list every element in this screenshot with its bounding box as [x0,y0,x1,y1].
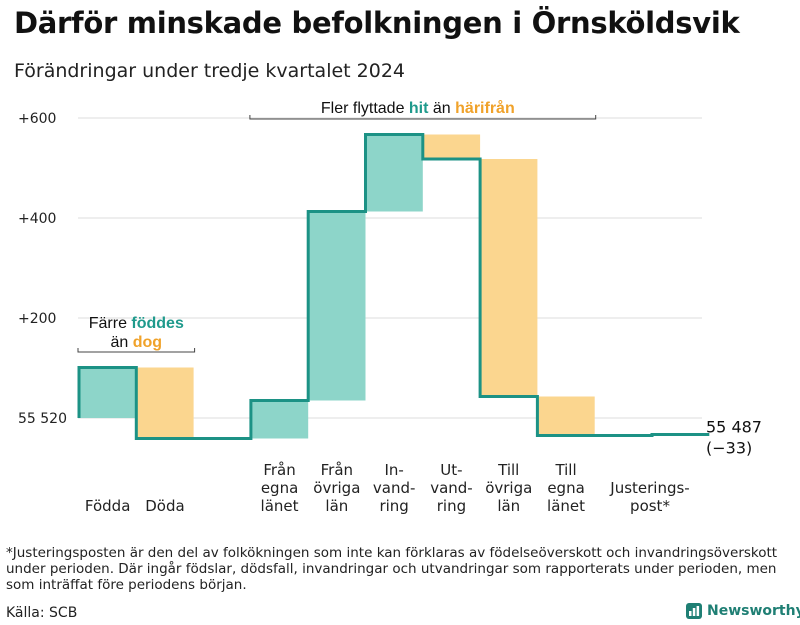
annotation-births-part-1-0: än [111,334,133,351]
x-tick-label-10-1: post* [630,497,670,515]
bar-6 [422,134,481,159]
x-tick-label-4-1: övriga [313,479,360,497]
x-tick-label-1-0: Döda [145,497,184,515]
x-tick-label-10-0: Justerings- [609,479,689,497]
x-tick-label-7-0: Till [497,461,519,479]
waterfall-step-line [77,133,710,440]
chart-title: Därför minskade befolkningen i Örnskölds… [14,6,740,40]
x-tick-label-5-0: In- [384,461,403,479]
x-tick-label-3-0: Från [263,461,295,479]
footnote: *Justeringsposten är den del av folkökni… [6,545,778,593]
x-tick-label-7-1: övriga [485,479,532,497]
chart-subtitle: Förändringar under tredje kvartalet 2024 [14,60,406,82]
end-value-label: 55 487 [706,418,762,437]
annotation-bracket-births [77,348,196,353]
annotation-migration-part-0-2: än [428,100,455,117]
x-tick-label-6-1: vand- [430,479,473,497]
end-change-label: (−33) [706,439,752,458]
x-tick-label-8-1: egna [547,479,584,497]
x-tick-label-5-1: vand- [373,479,416,497]
y-tick-label-0: 55 520 [18,411,67,427]
x-tick-label-3-1: egna [261,479,298,497]
annotation-births-line-0: Färre föddes [89,315,184,332]
x-tick-label-4-0: Från [321,461,353,479]
bar-0 [79,367,137,418]
y-tick-label-3: +600 [18,111,56,127]
bar-7 [480,159,538,397]
bar-chart-icon [686,603,702,619]
annotation-births-part-1-1: dog [133,334,162,351]
brand-name: Newsworthy [707,603,800,619]
x-tick-label-6-0: Ut- [440,461,462,479]
x-tick-label-0-0: Födda [85,497,131,515]
annotation-migration-part-0-3: härifrån [455,99,515,117]
annotation-migration-line-0: Fler flyttade hit än härifrån [321,99,515,117]
annotation-births-part-0-0: Färre [89,315,132,332]
x-tick-label-6-2: ring [437,497,466,515]
annotation-births-part-0-1: föddes [131,315,184,332]
y-tick-label-2: +400 [18,211,56,227]
annotation-births-line-1: än dog [111,334,163,351]
newsworthy-logo[interactable]: Newsworthy [686,603,800,619]
bar-4 [308,211,366,401]
waterfall-chart: 55 520 +200 +400 +600 55 487 (−33) Födda Döda Fr… [18,99,762,515]
y-tick-label-1: +200 [18,311,56,327]
x-tick-label-3-2: länet [261,497,299,515]
x-tick-label-8-0: Till [554,461,576,479]
x-tick-label-8-2: länet [547,497,585,515]
bar-5 [365,134,423,212]
bar-1 [136,367,194,439]
bar-3 [250,400,309,439]
x-tick-label-7-2: län [497,497,520,515]
bar-8 [537,396,595,436]
x-tick-label-4-2: län [325,497,348,515]
annotation-migration-part-0-0: Fler flyttade [321,100,409,117]
annotation-bracket-migration [249,115,597,120]
x-tick-label-5-2: ring [379,497,408,515]
source-label: Källa: SCB [6,605,78,621]
annotation-migration-part-0-1: hit [409,100,429,117]
